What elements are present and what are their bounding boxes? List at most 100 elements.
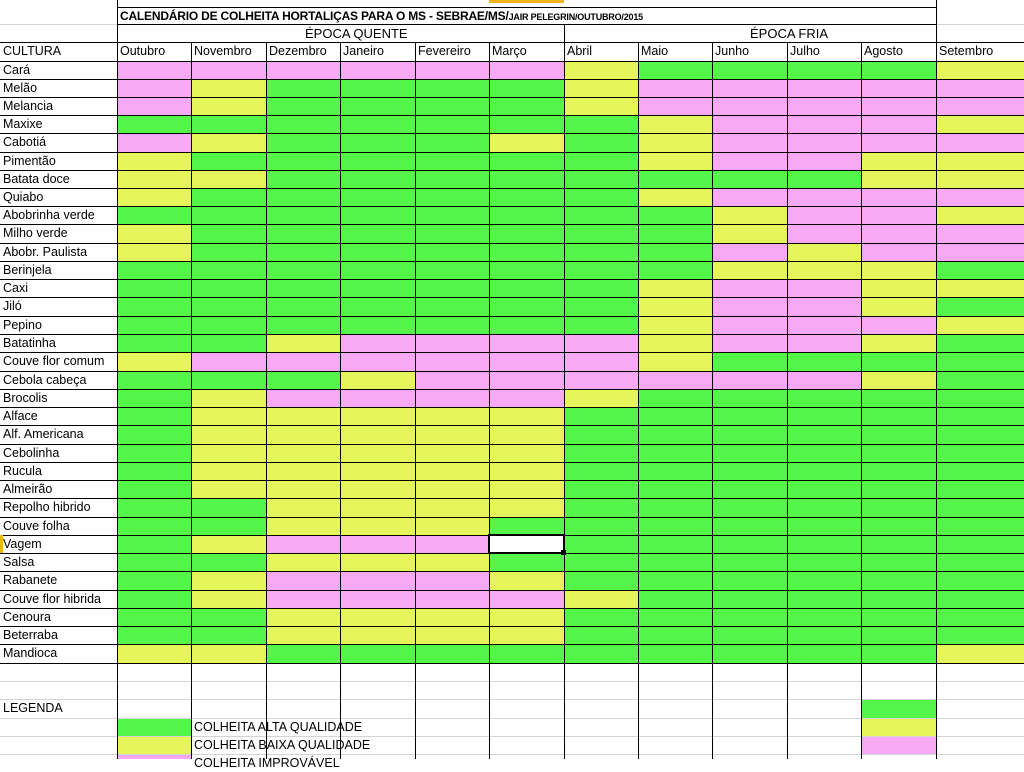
harvest-cell[interactable] — [564, 206, 638, 224]
harvest-cell[interactable] — [936, 261, 1024, 279]
harvest-cell[interactable] — [415, 243, 489, 261]
harvest-cell[interactable] — [712, 279, 787, 297]
harvest-cell[interactable] — [191, 462, 266, 480]
harvest-cell[interactable] — [787, 480, 861, 498]
harvest-cell[interactable] — [564, 224, 638, 243]
harvest-cell[interactable] — [340, 206, 415, 224]
harvest-cell[interactable] — [638, 334, 712, 352]
harvest-cell[interactable] — [191, 407, 266, 425]
harvest-cell[interactable] — [191, 371, 266, 389]
harvest-cell[interactable] — [787, 608, 861, 626]
harvest-cell[interactable] — [117, 389, 191, 407]
harvest-cell[interactable] — [117, 425, 191, 444]
harvest-cell[interactable] — [340, 571, 415, 590]
harvest-cell[interactable] — [638, 61, 712, 79]
harvest-cell[interactable] — [638, 553, 712, 571]
harvest-cell[interactable] — [489, 444, 564, 462]
harvest-cell[interactable] — [489, 644, 564, 663]
harvest-cell[interactable] — [861, 170, 936, 188]
harvest-cell[interactable] — [861, 79, 936, 97]
harvest-cell[interactable] — [638, 316, 712, 334]
harvest-cell[interactable] — [638, 224, 712, 243]
harvest-cell[interactable] — [266, 243, 340, 261]
harvest-cell[interactable] — [266, 462, 340, 480]
harvest-cell[interactable] — [415, 444, 489, 462]
harvest-cell[interactable] — [936, 371, 1024, 389]
harvest-cell[interactable] — [861, 352, 936, 371]
harvest-cell[interactable] — [340, 444, 415, 462]
harvest-cell[interactable] — [936, 334, 1024, 352]
harvest-cell[interactable] — [191, 261, 266, 279]
harvest-cell[interactable] — [861, 243, 936, 261]
harvest-cell[interactable] — [638, 170, 712, 188]
harvest-cell[interactable] — [266, 224, 340, 243]
harvest-cell[interactable] — [787, 97, 861, 115]
harvest-cell[interactable] — [266, 407, 340, 425]
harvest-cell[interactable] — [787, 61, 861, 79]
harvest-cell[interactable] — [861, 206, 936, 224]
harvest-cell[interactable] — [191, 79, 266, 97]
harvest-cell[interactable] — [489, 480, 564, 498]
harvest-cell[interactable] — [340, 279, 415, 297]
harvest-cell[interactable] — [489, 590, 564, 608]
harvest-cell[interactable] — [936, 535, 1024, 553]
harvest-cell[interactable] — [638, 279, 712, 297]
harvest-cell[interactable] — [861, 590, 936, 608]
harvest-cell[interactable] — [415, 352, 489, 371]
harvest-cell[interactable] — [712, 517, 787, 535]
harvest-cell[interactable] — [340, 316, 415, 334]
harvest-cell[interactable] — [266, 553, 340, 571]
harvest-cell[interactable] — [787, 590, 861, 608]
harvest-cell[interactable] — [191, 626, 266, 644]
harvest-cell[interactable] — [712, 152, 787, 170]
harvest-cell[interactable] — [415, 535, 489, 553]
harvest-cell[interactable] — [191, 115, 266, 133]
harvest-cell[interactable] — [564, 462, 638, 480]
harvest-cell[interactable] — [117, 79, 191, 97]
harvest-cell[interactable] — [936, 61, 1024, 79]
harvest-cell[interactable] — [117, 480, 191, 498]
harvest-cell[interactable] — [638, 444, 712, 462]
harvest-cell[interactable] — [117, 261, 191, 279]
harvest-cell[interactable] — [564, 61, 638, 79]
harvest-cell[interactable] — [266, 297, 340, 316]
harvest-cell[interactable] — [787, 371, 861, 389]
harvest-cell[interactable] — [266, 170, 340, 188]
harvest-cell[interactable] — [340, 480, 415, 498]
harvest-cell[interactable] — [712, 608, 787, 626]
harvest-cell[interactable] — [117, 152, 191, 170]
harvest-cell[interactable] — [861, 425, 936, 444]
harvest-cell[interactable] — [638, 79, 712, 97]
harvest-cell[interactable] — [117, 133, 191, 152]
harvest-cell[interactable] — [415, 224, 489, 243]
harvest-cell[interactable] — [340, 553, 415, 571]
harvest-cell[interactable] — [266, 133, 340, 152]
harvest-cell[interactable] — [489, 170, 564, 188]
harvest-cell[interactable] — [340, 462, 415, 480]
harvest-cell[interactable] — [787, 316, 861, 334]
harvest-cell[interactable] — [415, 626, 489, 644]
harvest-cell[interactable] — [340, 498, 415, 517]
harvest-cell[interactable] — [712, 224, 787, 243]
harvest-cell[interactable] — [712, 206, 787, 224]
harvest-cell[interactable] — [340, 517, 415, 535]
harvest-cell[interactable] — [191, 498, 266, 517]
harvest-cell[interactable] — [415, 152, 489, 170]
harvest-cell[interactable] — [564, 97, 638, 115]
harvest-cell[interactable] — [564, 152, 638, 170]
harvest-cell[interactable] — [936, 425, 1024, 444]
harvest-cell[interactable] — [712, 188, 787, 206]
harvest-cell[interactable] — [712, 243, 787, 261]
harvest-cell[interactable] — [787, 79, 861, 97]
harvest-cell[interactable] — [787, 444, 861, 462]
harvest-cell[interactable] — [266, 352, 340, 371]
harvest-cell[interactable] — [787, 425, 861, 444]
harvest-cell[interactable] — [936, 243, 1024, 261]
harvest-cell[interactable] — [191, 425, 266, 444]
harvest-cell[interactable] — [266, 389, 340, 407]
harvest-cell[interactable] — [936, 407, 1024, 425]
harvest-cell[interactable] — [638, 371, 712, 389]
legend-swatch-right[interactable] — [861, 718, 936, 736]
harvest-cell[interactable] — [340, 334, 415, 352]
harvest-cell[interactable] — [340, 644, 415, 663]
